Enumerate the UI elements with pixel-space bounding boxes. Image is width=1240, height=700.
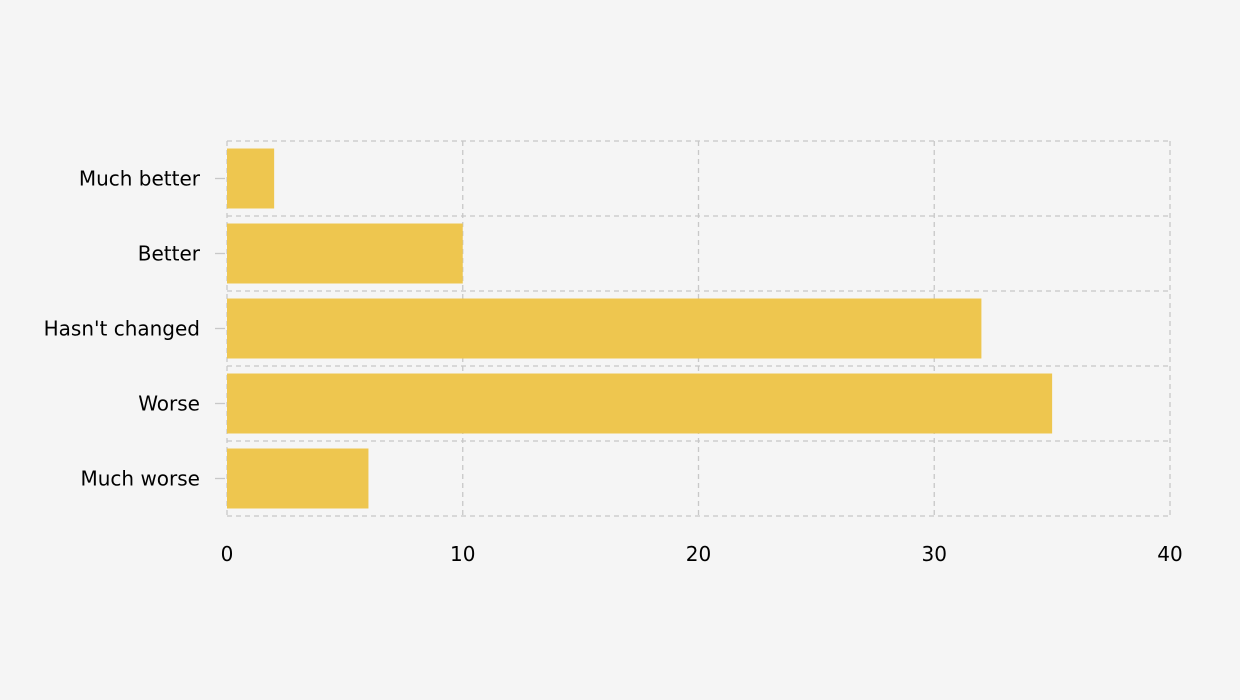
bar <box>227 148 275 209</box>
x-tick-label: 10 <box>450 542 475 566</box>
bar <box>227 298 982 359</box>
grid-layer <box>226 140 1171 517</box>
x-tick-label: 0 <box>221 542 234 566</box>
y-tick-label: Much worse <box>80 467 200 491</box>
bar-layer <box>227 148 1053 509</box>
x-tick-label: 40 <box>1157 542 1182 566</box>
y-tick-label: Much better <box>79 167 201 191</box>
bar <box>227 223 463 284</box>
x-tick-label: 20 <box>686 542 711 566</box>
x-axis: 0 10 20 30 40 <box>221 542 1183 566</box>
y-tick-label: Worse <box>138 392 200 416</box>
x-tick-label: 30 <box>922 542 947 566</box>
y-tick-label: Hasn't changed <box>44 317 200 341</box>
y-tick-label: Better <box>138 242 201 266</box>
bar <box>227 448 369 509</box>
bar <box>227 373 1053 434</box>
y-axis: Much better Better Hasn't changed Worse Much… <box>44 167 225 491</box>
